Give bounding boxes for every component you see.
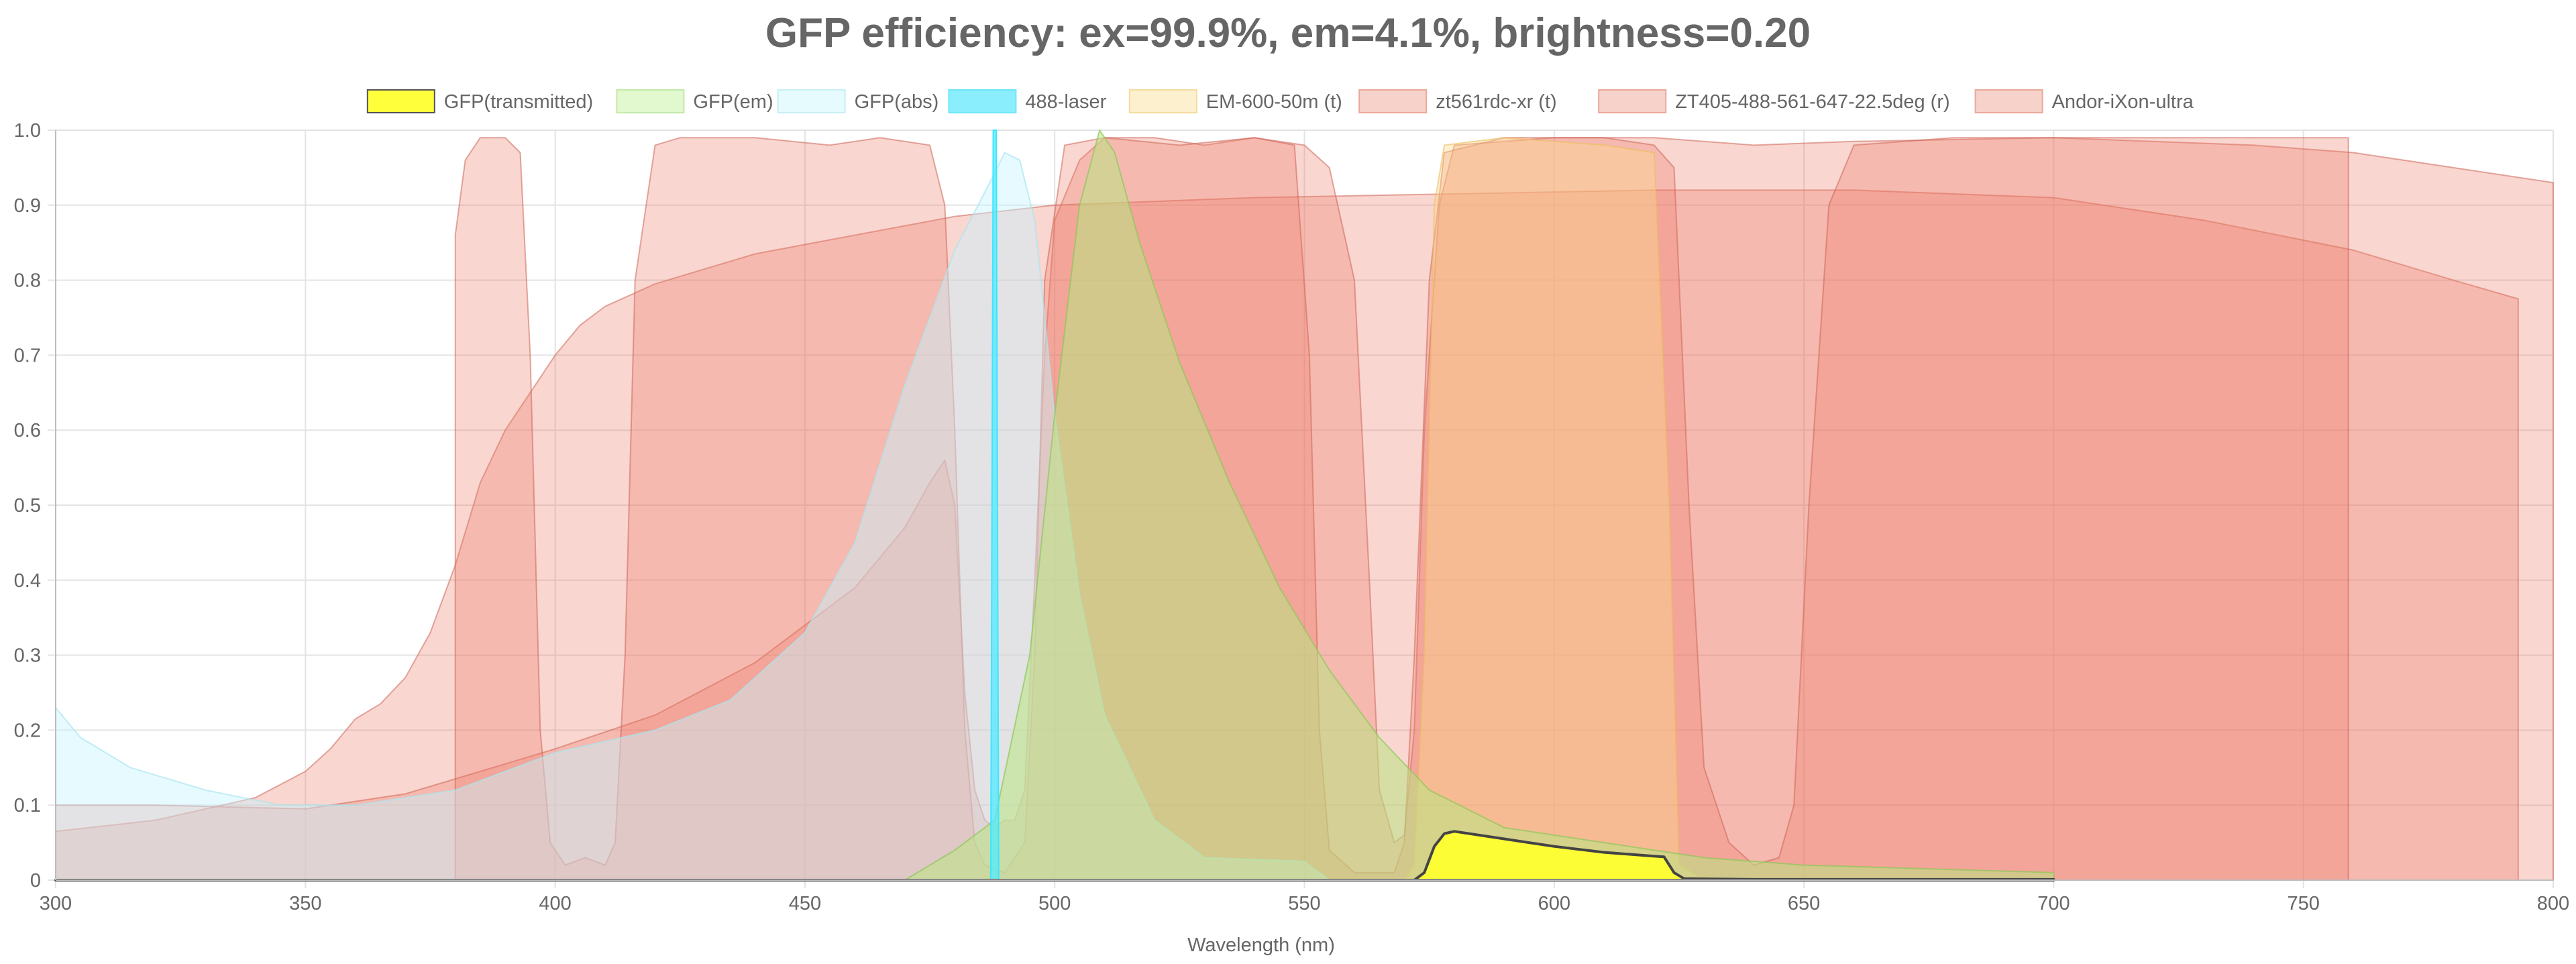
series-zt405-488-561-647-22-5deg-r xyxy=(55,137,2554,881)
y-tick-label: 0.5 xyxy=(14,495,41,517)
legend[interactable]: GFP(transmitted) GFP(em) GFP(abs) 488-laser… xyxy=(366,89,2194,113)
x-tick-label: 350 xyxy=(289,893,321,914)
x-tick-label: 800 xyxy=(2537,893,2569,914)
x-tick-label: 750 xyxy=(2288,893,2320,914)
y-tick-label: 0.4 xyxy=(14,570,41,592)
y-tick-label: 0.1 xyxy=(14,795,41,816)
x-tick-label: 700 xyxy=(2037,893,2070,914)
legend-item-gfp-abs[interactable]: GFP(abs) xyxy=(777,89,939,113)
legend-item-gfp-transmitted[interactable]: GFP(transmitted) xyxy=(366,89,593,113)
x-tick-label: 600 xyxy=(1538,893,1570,914)
y-tick-label: 0.2 xyxy=(14,720,41,741)
series-gfp-em xyxy=(904,129,2055,881)
x-axis-title: Wavelength (nm) xyxy=(1187,934,1335,956)
legend-label: zt561rdc-xr (t) xyxy=(1436,91,1556,113)
legend-item-gfp-em[interactable]: GFP(em) xyxy=(616,89,773,113)
x-tick-label: 450 xyxy=(789,893,821,914)
y-tick-label: 0.8 xyxy=(14,270,41,292)
x-tick-label: 650 xyxy=(1788,893,1820,914)
legend-label: GFP(em) xyxy=(693,91,773,113)
legend-swatch xyxy=(1598,89,1667,113)
y-tick-label: 0.7 xyxy=(14,345,41,366)
legend-label: GFP(abs) xyxy=(855,91,939,113)
legend-item-zt561rdc-xr-t[interactable]: zt561rdc-xr (t) xyxy=(1358,89,1557,113)
legend-item-zt405-488-561-647-22-5deg-r[interactable]: ZT405-488-561-647-22.5deg (r) xyxy=(1598,89,1950,113)
x-tick-label: 300 xyxy=(40,893,72,914)
series-gfp-transmitted xyxy=(54,830,2055,881)
legend-item-em-600-50m-t[interactable]: EM-600-50m (t) xyxy=(1128,89,1342,113)
x-tick-label: 550 xyxy=(1288,893,1320,914)
legend-swatch xyxy=(616,89,685,113)
legend-item-andor-ixon-ultra[interactable]: Andor-iXon-ultra xyxy=(1974,89,2194,113)
legend-swatch xyxy=(366,89,435,113)
y-tick-label: 0.3 xyxy=(14,645,41,667)
legend-swatch xyxy=(1128,89,1197,113)
legend-label: GFP(transmitted) xyxy=(444,91,593,113)
legend-swatch xyxy=(777,89,846,113)
legend-item-488-laser[interactable]: 488-laser xyxy=(948,89,1107,113)
series-andor-ixon-ultra xyxy=(55,189,2519,881)
legend-swatch xyxy=(1974,89,2043,113)
legend-label: ZT405-488-561-647-22.5deg (r) xyxy=(1675,91,1949,113)
y-tick-label: 0.6 xyxy=(14,420,41,441)
legend-swatch xyxy=(948,89,1017,113)
legend-swatch xyxy=(1358,89,1428,113)
y-tick-label: 1.0 xyxy=(14,120,41,142)
axes: 300 350 400 450 500 550 600 650 700 750 800 0 0.1 0.2… xyxy=(14,120,2570,914)
legend-label: Andor-iXon-ultra xyxy=(2052,91,2194,113)
series-zt561rdc-xr-t xyxy=(454,137,2349,881)
y-tick-label: 0 xyxy=(30,870,41,892)
series-layer xyxy=(54,129,2554,881)
x-tick-label: 400 xyxy=(539,893,571,914)
legend-label: 488-laser xyxy=(1025,91,1106,113)
x-tick-label: 500 xyxy=(1038,893,1071,914)
y-tick-label: 0.9 xyxy=(14,195,41,217)
chart-title: GFP efficiency: ex=99.9%, em=4.1%, brigh… xyxy=(765,10,1811,56)
legend-label: EM-600-50m (t) xyxy=(1206,91,1342,113)
